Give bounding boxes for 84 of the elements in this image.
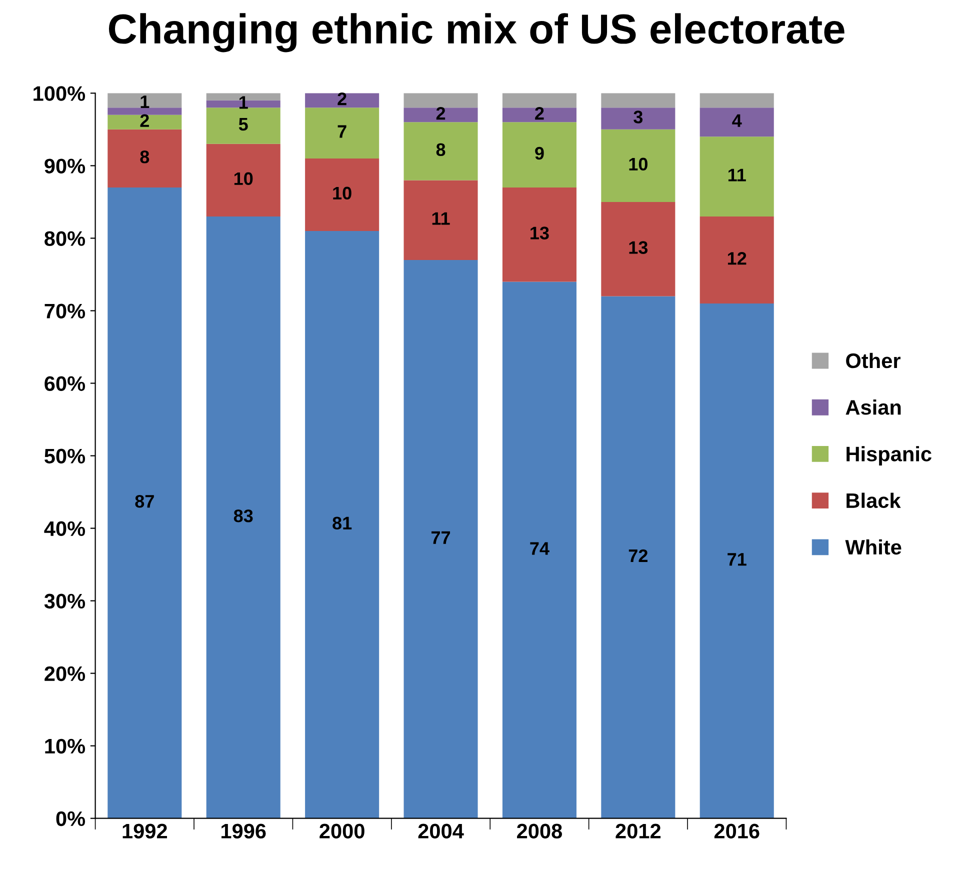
- bar: [601, 93, 676, 108]
- data-label: 9: [535, 146, 544, 160]
- bar: [404, 180, 478, 260]
- legend-label: Asian: [846, 399, 901, 415]
- data-label: 2: [535, 106, 544, 120]
- data-label: 10: [234, 172, 253, 186]
- bar: [502, 93, 576, 108]
- data-label: 11: [728, 168, 746, 182]
- data-label: 8: [140, 150, 150, 164]
- bar: [305, 158, 380, 231]
- data-label: 81: [332, 516, 352, 530]
- bar: [108, 93, 182, 108]
- y-tick-label: 30%: [44, 594, 86, 609]
- y-tick-label: 70%: [44, 304, 86, 318]
- x-tick-label: 2004: [418, 824, 464, 839]
- data-label: 1: [239, 96, 248, 109]
- data-label: 10: [629, 158, 648, 171]
- y-tick-label: 0%: [56, 811, 86, 826]
- bar: [108, 187, 182, 818]
- data-label: 7: [338, 125, 346, 138]
- bar: [305, 230, 380, 818]
- data-label: 77: [432, 531, 450, 544]
- bar: [502, 108, 576, 122]
- data-label: 4: [732, 114, 742, 127]
- y-tick-label: 40%: [44, 521, 86, 536]
- bar: [601, 129, 676, 202]
- bar: [700, 108, 774, 137]
- data-label: 13: [530, 226, 549, 240]
- data-label: 13: [629, 241, 648, 254]
- data-label: 2: [140, 114, 149, 127]
- x-tick-label: 1992: [122, 824, 167, 839]
- y-tick-label: 100%: [34, 86, 86, 101]
- bar: [404, 260, 478, 818]
- chart-title: Changing ethnic mix of US electorate: [108, 13, 844, 52]
- data-label: 11: [432, 212, 450, 225]
- data-label: 5: [238, 118, 248, 131]
- bar: [502, 282, 576, 818]
- y-tick-label: 20%: [44, 666, 86, 682]
- data-label: 12: [728, 252, 746, 265]
- data-label: 2: [436, 106, 446, 120]
- data-label: 10: [333, 186, 352, 200]
- bar: [700, 303, 774, 818]
- bar: [206, 108, 280, 144]
- bar: [206, 216, 280, 818]
- data-label: 2: [338, 92, 346, 106]
- y-tick-label: 10%: [45, 738, 86, 754]
- legend-label: White: [845, 539, 902, 555]
- bar: [601, 296, 676, 818]
- y-tick-label: 50%: [44, 448, 86, 464]
- bar: [601, 202, 676, 296]
- bar: [108, 114, 182, 130]
- bar: [206, 144, 280, 216]
- y-tick-label: 60%: [44, 376, 86, 391]
- legend-label: Black: [846, 492, 901, 508]
- data-label: 74: [530, 542, 550, 555]
- data-label: 1: [140, 96, 150, 108]
- x-tick-label: 2000: [320, 824, 364, 839]
- bar: [502, 122, 576, 188]
- x-tick-label: 2016: [714, 824, 760, 839]
- y-tick-label: 90%: [44, 158, 86, 174]
- bar: [108, 108, 182, 115]
- bar: [404, 122, 478, 180]
- bar: [601, 108, 676, 130]
- data-label: 71: [728, 553, 746, 566]
- data-label: 72: [628, 549, 648, 562]
- bar: [502, 187, 576, 282]
- data-label: 83: [234, 509, 253, 522]
- bar: [700, 216, 774, 304]
- y-tick-label: 80%: [44, 231, 86, 246]
- x-tick-label: 1996: [221, 824, 266, 839]
- data-label: 87: [135, 494, 154, 508]
- x-tick-label: 2008: [517, 824, 562, 839]
- legend-label: Other: [846, 352, 900, 368]
- legend-label: Hispanic: [846, 446, 932, 466]
- bar: [404, 93, 478, 108]
- bar: [700, 93, 774, 108]
- data-label: 8: [436, 143, 446, 156]
- x-tick-label: 2012: [616, 824, 661, 839]
- bar: [305, 108, 380, 158]
- bar: [305, 93, 380, 108]
- bar: [404, 108, 478, 122]
- bar: [108, 129, 182, 188]
- data-label: 3: [634, 110, 643, 124]
- bar: [700, 136, 774, 216]
